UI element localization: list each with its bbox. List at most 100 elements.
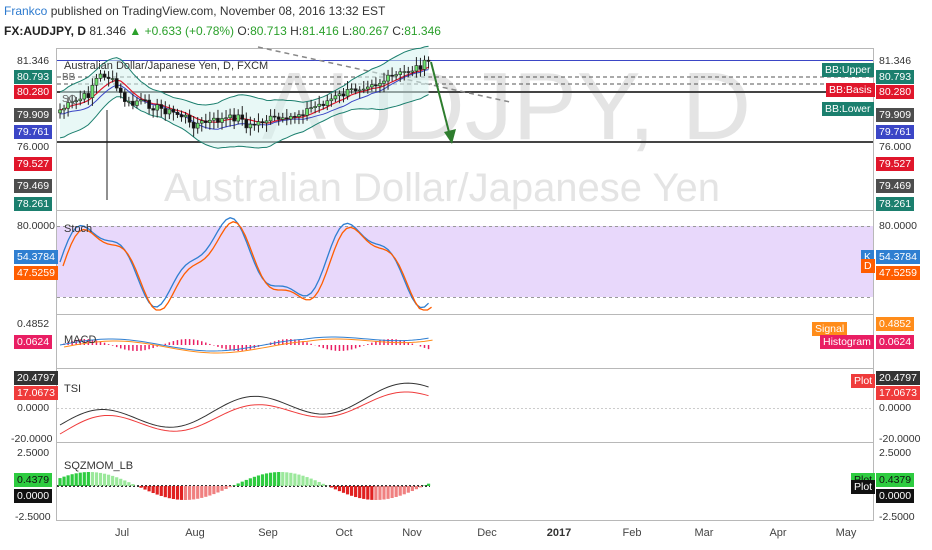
author-link[interactable]: Frankco <box>4 4 48 18</box>
candle-body <box>345 89 350 97</box>
stoch-k-line <box>59 217 429 309</box>
candle-body <box>361 88 366 91</box>
sqz-bar <box>70 474 74 486</box>
sqz-bar <box>329 486 333 488</box>
macd-histogram-tag: Histogram <box>820 335 874 349</box>
macd-lines <box>59 336 433 354</box>
sqz-value-left: 0.4379 <box>14 473 53 487</box>
bollinger-bands <box>59 45 429 149</box>
candlesticks <box>58 55 431 200</box>
sqzmom-histogram <box>58 472 431 500</box>
sqz-bar <box>418 486 423 488</box>
candle-body <box>208 119 212 123</box>
macd-value1-right: 0.4852 <box>876 317 915 331</box>
open-label: O: <box>237 24 251 38</box>
candle-body <box>410 70 415 73</box>
sqz-zero-right: 0.0000 <box>876 489 915 503</box>
candle-body <box>418 65 423 70</box>
candle-body <box>329 98 334 102</box>
sqz-bar <box>345 486 350 495</box>
stoch-band <box>57 226 873 297</box>
sqz-bar <box>74 473 78 486</box>
time-label-2017: 2017 <box>546 527 572 539</box>
price-levels[interactable] <box>57 60 873 143</box>
candle-body <box>131 100 135 106</box>
sqz-bar <box>196 486 200 499</box>
ema-line <box>59 69 429 130</box>
price-label-rgt-1: 80.793 <box>876 70 915 84</box>
tsi-zero-left: 0.0000 <box>17 402 50 414</box>
high-label: H: <box>290 24 303 38</box>
tsi-title[interactable]: TSI <box>64 383 82 395</box>
candle-body <box>232 114 236 122</box>
candle-body <box>187 114 192 123</box>
sqz-bar <box>228 486 232 488</box>
sqz-bar <box>183 486 188 500</box>
candle-body <box>268 115 273 122</box>
main-legend-bb: BB <box>62 72 76 83</box>
close-value: 81.346 <box>404 24 441 38</box>
sqz-bar <box>212 486 216 495</box>
candle-body <box>276 116 281 120</box>
candle-body <box>248 123 253 129</box>
stoch-title[interactable]: Stoch <box>64 223 93 235</box>
sqz-bar <box>216 486 220 493</box>
sqz-bar <box>333 486 337 490</box>
macd-value2-left: 0.0624 <box>14 335 53 349</box>
sqz-bar <box>62 476 66 486</box>
sqz-top-right: 2.5000 <box>879 447 912 459</box>
candle-body <box>272 115 277 118</box>
sqz-bar <box>337 486 342 492</box>
candle-body <box>337 93 342 97</box>
macd-title[interactable]: MACD <box>64 334 97 346</box>
price-label-rgt-7: 79.469 <box>876 179 915 193</box>
sqz-bar <box>123 480 127 486</box>
sqz-bar <box>285 472 289 486</box>
price-label-lft-2: 80.280 <box>14 85 53 99</box>
macd-signal-tag: Signal <box>812 322 848 336</box>
candle-body <box>398 71 403 75</box>
price-change: +0.633 (+0.78%) <box>144 24 235 38</box>
symbol-name[interactable]: FX:AUDJPY, D <box>4 24 87 38</box>
sqz-bar <box>208 486 212 496</box>
candle-body <box>374 84 378 87</box>
sqz-bar <box>163 486 167 498</box>
sqz-bar <box>107 474 111 486</box>
candle-body <box>155 104 159 111</box>
forecast-arrow[interactable] <box>430 61 456 144</box>
sqz-neg-left: -2.5000 <box>15 511 51 523</box>
candle-body <box>297 114 301 117</box>
candle-body <box>114 78 119 89</box>
sqz-bar <box>398 486 402 496</box>
time-label-sep: Sep <box>258 527 278 539</box>
candle-body <box>110 78 115 80</box>
sqz-bar <box>394 486 398 497</box>
tsi-value1-right: 20.4797 <box>876 371 920 385</box>
sqz-bar <box>414 486 418 490</box>
sqz-bar <box>390 486 394 499</box>
candle-body <box>305 108 309 116</box>
sqzmom-title[interactable]: SQZMOM_LB <box>64 460 134 472</box>
candle-body <box>313 106 317 108</box>
sqz-bar <box>188 486 192 500</box>
candle-body <box>66 102 70 109</box>
candle-body <box>98 73 103 79</box>
main-legend[interactable]: Australian Dollar/Japanese Yen, D, FXCM <box>64 60 269 72</box>
sqz-bar <box>341 486 346 493</box>
sqz-bar <box>159 486 163 496</box>
candle-body <box>256 121 261 126</box>
price-label-lft-7: 79.469 <box>14 179 53 193</box>
candle-body <box>309 107 313 109</box>
price-label-rgt-6: 79.527 <box>876 157 915 171</box>
candle-body <box>301 114 305 116</box>
sqz-bar <box>358 486 362 499</box>
sqz-bar <box>402 486 406 495</box>
candle-body <box>86 93 91 98</box>
sqz-bar <box>119 478 123 486</box>
sqz-bar <box>301 475 305 486</box>
tsi-zero-right: 0.0000 <box>879 402 912 414</box>
candle-body <box>78 98 83 102</box>
candle-body <box>62 107 66 111</box>
candle-body <box>94 78 99 86</box>
